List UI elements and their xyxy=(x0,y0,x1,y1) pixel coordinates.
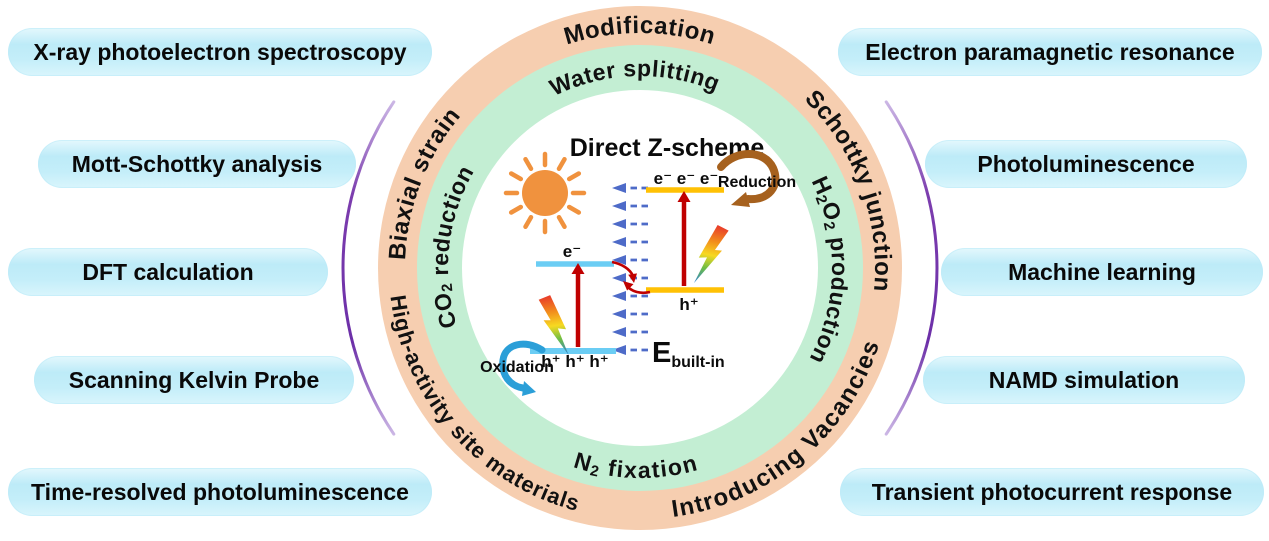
oxidation-arrowhead xyxy=(522,381,536,396)
left-excitation-arrowhead xyxy=(571,263,585,274)
pill-xray-photoelectron-spectroscopy: X-ray photoelectron spectroscopy xyxy=(8,28,432,76)
curved-arrow-blue-icon xyxy=(499,340,546,392)
left-bracket-arc xyxy=(341,100,396,436)
pill-mott-schottky-analysis: Mott-Schottky analysis xyxy=(38,140,356,188)
right-electrons-label: e⁻ e⁻ e⁻ xyxy=(654,169,719,188)
reduction-label: Reduction xyxy=(718,174,796,191)
right-bracket-arc xyxy=(884,100,939,436)
left-electron-label: e⁻ xyxy=(563,242,581,261)
pill-electron-paramagnetic-resonance: Electron paramagnetic resonance xyxy=(838,28,1262,76)
pill-dft-calculation: DFT calculation xyxy=(8,248,328,296)
oxidation-group: Oxidation xyxy=(480,340,554,396)
pill-machine-learning: Machine learning xyxy=(941,248,1263,296)
pill-scanning-kelvin-probe: Scanning Kelvin Probe xyxy=(34,356,354,404)
sun-icon xyxy=(503,151,587,235)
oxidation-label: Oxidation xyxy=(480,359,554,376)
reduction-group: Reduction xyxy=(717,150,796,207)
pill-transient-photocurrent-response: Transient photocurrent response xyxy=(840,468,1264,516)
pill-photoluminescence: Photoluminescence xyxy=(925,140,1247,188)
left-holes-label: h⁺ h⁺ h⁺ xyxy=(541,352,609,371)
curved-arrow-brown-icon xyxy=(717,150,780,204)
z-recombination-arrows xyxy=(611,260,651,295)
z-scheme-diagram: Direct Z-scheme e⁻ e⁻ e⁻ h⁺ xyxy=(480,134,796,396)
pill-namd-simulation: NAMD simulation xyxy=(923,356,1245,404)
right-band-levels: e⁻ e⁻ e⁻ h⁺ xyxy=(646,169,730,314)
right-excitation-arrowhead xyxy=(677,191,691,202)
right-holes-label: h⁺ xyxy=(679,295,698,314)
built-in-field-label: Ebuilt-in xyxy=(652,337,725,371)
reduction-arrowhead xyxy=(731,192,750,207)
pill-time-resolved-photoluminescence: Time-resolved photoluminescence xyxy=(8,468,432,516)
